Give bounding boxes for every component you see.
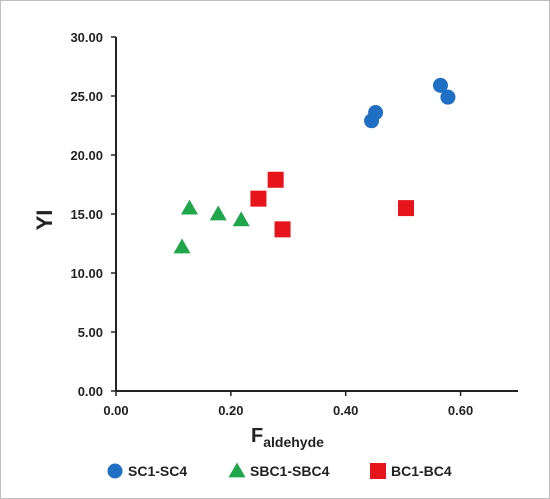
y-tick-label: 30.00	[70, 30, 103, 45]
legend-label: SC1-SC4	[128, 463, 187, 479]
legend-marker-triangle	[228, 462, 246, 478]
x-axis-title: Faldehyde	[251, 425, 324, 450]
y-tick-label: 0.00	[78, 384, 103, 399]
data-point-circle	[368, 105, 384, 121]
y-tick-label: 10.00	[70, 266, 103, 281]
axes	[111, 36, 518, 396]
x-tick-label: 0.20	[218, 403, 243, 418]
data-point-square	[274, 221, 291, 238]
legend: SC1-SC4 SBC1-SBC4 BC1-BC4	[107, 462, 452, 479]
legend-marker-circle	[107, 463, 123, 479]
data-point-triangle	[209, 205, 227, 221]
series-SC1-SC4	[364, 77, 456, 129]
x-tick-label: 0.60	[448, 403, 473, 418]
x-tick-label: 0.00	[103, 403, 128, 418]
legend-label: SBC1-SBC4	[250, 463, 330, 479]
series-SBC1-SBC4	[173, 199, 250, 254]
legend-marker-square	[370, 463, 386, 479]
data-point-circle	[432, 77, 448, 93]
x-axis-title-main: F	[251, 425, 263, 447]
series-BC1-BC4	[250, 171, 415, 238]
legend-item: BC1-BC4	[370, 463, 452, 479]
legend-label: BC1-BC4	[391, 463, 452, 479]
data-point-triangle	[173, 238, 191, 254]
data-point-square	[250, 190, 267, 207]
x-tick-label: 0.40	[333, 403, 358, 418]
y-axis-title: YI	[32, 210, 57, 231]
y-tick-label: 5.00	[78, 325, 103, 340]
legend-item: SBC1-SBC4	[228, 462, 330, 479]
y-tick-label: 25.00	[70, 89, 103, 104]
data-point-triangle	[232, 211, 250, 227]
data-point-square	[398, 200, 415, 217]
data-point-triangle	[181, 199, 199, 215]
x-axis-title-sub: aldehyde	[263, 434, 324, 450]
data-point-square	[267, 171, 284, 188]
legend-item: SC1-SC4	[107, 463, 187, 479]
data-points	[173, 77, 456, 254]
data-point-circle	[440, 89, 456, 105]
tick-labels: 0.00 5.00 10.00 15.00 20.00 25.00 30.00 0.00 0.2…	[70, 30, 473, 418]
y-tick-label: 15.00	[70, 207, 103, 222]
y-tick-label: 20.00	[70, 148, 103, 163]
